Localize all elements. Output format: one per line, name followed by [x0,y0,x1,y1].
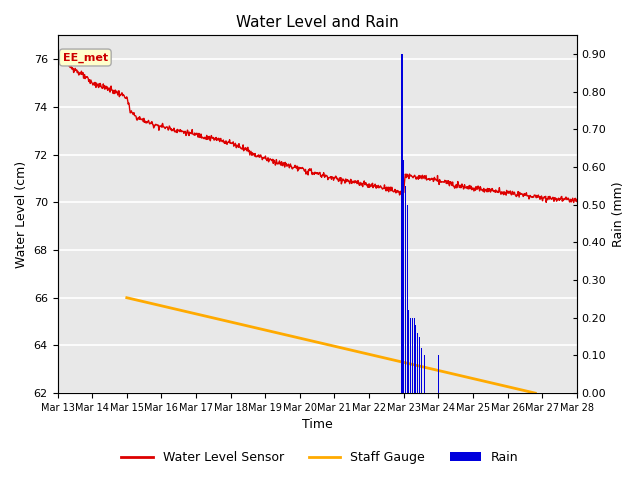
Bar [405,186,406,393]
Bar [401,54,403,393]
Bar [408,310,410,393]
Bar [403,160,404,393]
Bar [413,318,415,393]
Y-axis label: Water Level (cm): Water Level (cm) [15,161,28,268]
Bar [410,318,411,393]
Bar [420,348,422,393]
Bar [438,356,439,393]
Bar [412,318,413,393]
Legend: Water Level Sensor, Staff Gauge, Rain: Water Level Sensor, Staff Gauge, Rain [116,446,524,469]
Bar [415,325,417,393]
Bar [406,205,408,393]
Y-axis label: Rain (mm): Rain (mm) [612,181,625,247]
Bar [419,336,420,393]
Text: EE_met: EE_met [63,52,108,63]
X-axis label: Time: Time [302,419,333,432]
Title: Water Level and Rain: Water Level and Rain [236,15,399,30]
Bar [424,356,425,393]
Bar [417,333,418,393]
